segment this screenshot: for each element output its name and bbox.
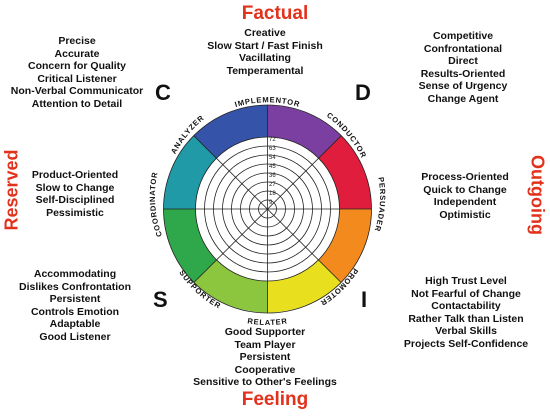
ring-number: 36 xyxy=(269,173,276,179)
list-item: Not Fearful of Change xyxy=(411,287,521,300)
list-item: Persistent xyxy=(239,351,291,364)
list-item: Independent xyxy=(433,196,497,209)
i-trait-list: High Trust Level Not Fearful of Change C… xyxy=(391,275,541,351)
ring-number: 18 xyxy=(269,191,276,197)
list-item: Attention to Detail xyxy=(31,97,123,110)
list-item: Good Listener xyxy=(39,330,111,343)
relater-trait-list: Good Supporter Team Player Persistent Co… xyxy=(185,326,345,389)
implementor-trait-list: Creative Slow Start / Fast Finish Vacill… xyxy=(190,27,340,77)
list-item: Sense of Urgency xyxy=(418,80,508,93)
analyzer-sector xyxy=(193,105,268,159)
list-item: Accommodating xyxy=(33,268,117,280)
list-item: High Trust Level xyxy=(425,275,507,287)
d-trait-list: Competitive Confrontational Direct Resul… xyxy=(388,30,538,106)
list-item: Concern for Quality xyxy=(27,60,126,73)
list-item: Rather Talk than Listen xyxy=(408,312,524,325)
quadrant-letter-d: D xyxy=(355,80,371,105)
list-item: Dislikes Confrontation xyxy=(18,280,131,293)
list-item: Verbal Skills xyxy=(435,325,497,338)
list-item: Results-Oriented xyxy=(420,67,506,80)
list-item: Quick to Change xyxy=(423,183,507,196)
ring-number: 54 xyxy=(269,155,276,161)
ring-number: 9 xyxy=(269,200,273,206)
supporter-sector xyxy=(163,209,217,283)
list-item: Self-Disciplined xyxy=(35,194,115,207)
ring-number: 63 xyxy=(269,146,276,152)
persuader-label: PERSUADER xyxy=(373,176,387,232)
list-item: Persistent xyxy=(49,293,101,306)
persuader-sector xyxy=(318,209,372,283)
coordinator-label: COORDINATOR xyxy=(148,171,164,238)
list-item: Non-Verbal Communicator xyxy=(10,85,144,98)
list-item: Creative xyxy=(244,27,286,39)
list-item: Product-Oriented xyxy=(31,169,119,181)
list-item: Change Agent xyxy=(427,92,499,105)
list-item: Pessimistic xyxy=(46,206,104,219)
feeling-title: Feeling xyxy=(241,389,309,410)
coordinator-trait-list: Product-Oriented Slow to Change Self-Dis… xyxy=(10,169,140,219)
wheel-grid xyxy=(163,104,372,314)
relater-label: RELATER xyxy=(247,316,288,327)
list-item: Accurate xyxy=(54,47,100,60)
list-item: Contactability xyxy=(431,300,501,313)
ring-number-scale: 9 18 27 36 45 54 63 72 xyxy=(269,137,276,206)
spoke xyxy=(193,135,342,283)
quadrant-letter-s: S xyxy=(153,287,168,312)
ring-number: 72 xyxy=(269,137,276,143)
c-trait-list: Precise Accurate Concern for Quality Cri… xyxy=(2,35,152,111)
list-item: Vacillating xyxy=(239,52,291,65)
persuader-trait-list: Process-Oriented Quick to Change Indepen… xyxy=(400,171,530,221)
list-item: Critical Listener xyxy=(37,72,117,85)
s-trait-list: Accommodating Dislikes Confrontation Per… xyxy=(0,268,150,344)
conductor-sector xyxy=(318,135,372,209)
list-item: Confrontational xyxy=(423,42,503,55)
list-item: Adaptable xyxy=(49,318,101,331)
list-item: Team Player xyxy=(234,338,296,351)
list-item: Precise xyxy=(58,35,96,47)
list-item: Cooperative xyxy=(234,363,296,376)
list-item: Sensitive to Other's Feelings xyxy=(193,376,337,389)
list-item: Competitive xyxy=(432,30,494,42)
coordinator-sector xyxy=(163,135,217,209)
list-item: Optimistic xyxy=(439,208,491,221)
factual-title: Factual xyxy=(241,3,309,24)
relater-sector xyxy=(193,259,268,313)
quadrant-letter-i: I xyxy=(361,287,368,312)
ring-number: 45 xyxy=(269,164,276,170)
list-item: Slow Start / Fast Finish xyxy=(207,39,323,52)
list-item: Direct xyxy=(448,55,478,68)
quadrant-letter-c: C xyxy=(155,80,171,105)
list-item: Process-Oriented xyxy=(421,171,509,183)
list-item: Controls Emotion xyxy=(30,305,120,318)
list-item: Slow to Change xyxy=(35,181,115,194)
list-item: Temperamental xyxy=(226,64,304,77)
list-item: Good Supporter xyxy=(224,326,306,338)
ring-number: 27 xyxy=(269,182,276,188)
list-item: Projects Self-Confidence xyxy=(403,337,529,350)
promoter-sector xyxy=(267,259,342,313)
